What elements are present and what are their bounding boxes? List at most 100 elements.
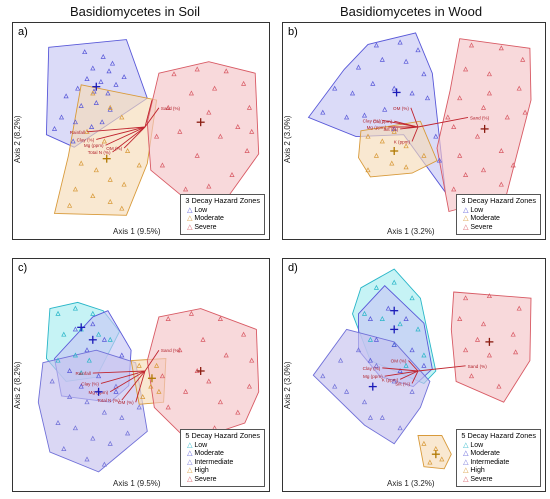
legend-marker-icon: △ <box>187 450 193 457</box>
centroid-intermediate <box>94 387 103 396</box>
legend-marker-icon: △ <box>187 215 193 222</box>
legend-items: △ Low △ Moderate △ Severe <box>461 207 536 233</box>
point-low-1 <box>72 305 78 311</box>
point-severe-9 <box>165 404 171 410</box>
vector-label-total-n: Total N (%) <box>97 398 120 403</box>
point-severe-10 <box>451 124 457 129</box>
point-moderate-3 <box>373 336 379 342</box>
x-axis-label: Axis 1 (9.5%) <box>113 227 161 236</box>
legend-item-low: △ Low <box>461 442 536 451</box>
point-low-13 <box>93 100 99 105</box>
point-severe-8 <box>513 349 519 355</box>
legend-item-label: Low <box>194 206 208 214</box>
vector-rainfall <box>92 370 146 374</box>
point-low-8 <box>72 352 78 358</box>
vector-label-clay: Clay (%) <box>81 381 99 386</box>
point-moderate-7 <box>397 368 403 373</box>
legend-item-label: Moderate <box>470 450 500 457</box>
legend-item-intermediate: △ Intermediate <box>185 459 260 468</box>
point-severe-0 <box>468 42 475 48</box>
point-severe-4 <box>480 321 487 327</box>
point-moderate-5 <box>125 148 131 153</box>
x-axis-label: Axis 1 (3.2%) <box>387 479 435 488</box>
point-intermediate-2 <box>355 347 362 353</box>
legend-marker-icon: △ <box>463 458 469 466</box>
point-high-4 <box>156 388 162 394</box>
point-low-5 <box>96 331 102 337</box>
legend: 3 Decay Hazard Zones △ Low △ Moderate △ Sever… <box>180 194 265 235</box>
point-low-7 <box>55 357 61 363</box>
legend-marker-icon: △ <box>463 215 469 222</box>
vector-sand <box>144 107 160 128</box>
point-low-11 <box>63 93 69 99</box>
centroid-severe <box>196 367 205 375</box>
point-low-19 <box>391 125 397 131</box>
vector-silt <box>411 370 419 384</box>
point-severe-17 <box>177 128 183 134</box>
point-severe-15 <box>498 181 504 187</box>
chart-panel-a: Rainfall Clay (%) Mg (ppm) Total N (%) OM (%… <box>12 22 270 240</box>
point-low-15 <box>58 114 65 120</box>
legend-item-severe: △ Severe <box>461 224 536 233</box>
centroid-moderate <box>390 325 399 334</box>
point-low-6 <box>107 336 113 342</box>
vector-om <box>408 360 419 372</box>
point-moderate-2 <box>391 128 397 134</box>
legend-marker-icon: △ <box>463 441 469 449</box>
legend-item-label: Severe <box>194 475 217 483</box>
legend-title: 3 Decay Hazard Zones <box>461 196 536 205</box>
point-severe-4 <box>249 357 255 363</box>
centroid-severe <box>485 337 494 346</box>
vector-label-om: OM (%) <box>391 359 407 364</box>
point-low-4 <box>379 56 385 62</box>
point-low-5 <box>403 58 409 64</box>
point-low-2 <box>415 47 421 53</box>
point-intermediate-2 <box>84 399 90 405</box>
chart-svg-a: Rainfall Clay (%)Mg (ppm) Total N (%)OM (%… <box>45 39 260 216</box>
y-axis-label: Axis 2 (3.0%) <box>283 115 292 163</box>
point-severe-2 <box>520 56 526 62</box>
point-low-3 <box>61 331 67 337</box>
legend-item-low: △ Low <box>185 442 260 451</box>
legend-item-label: Severe <box>470 475 493 483</box>
panel-label: a) <box>18 26 28 38</box>
wood-column-title: Basidiomycetes in Wood <box>340 4 483 19</box>
legend-item-high: △ High <box>461 467 536 476</box>
point-severe-3 <box>463 66 469 72</box>
vector-k-ppm <box>399 370 419 380</box>
legend-item-label: Severe <box>470 223 493 231</box>
vector-label-sand: Sand (%) <box>470 115 490 120</box>
point-severe-5 <box>249 128 255 134</box>
point-severe-2 <box>516 305 522 311</box>
point-severe-16 <box>217 399 223 405</box>
point-low-4 <box>106 68 112 74</box>
vector-mg-ppm <box>109 370 146 393</box>
point-low-14 <box>344 114 350 120</box>
point-severe-16 <box>451 186 457 192</box>
point-intermediate-9 <box>397 425 403 431</box>
legend: 5 Decay Hazard Zones △ Low △ Moderate △ Inter… <box>456 429 541 487</box>
point-intermediate-3 <box>101 409 107 415</box>
point-moderate-7 <box>113 388 119 394</box>
vector-label-mg-ppm: Mg (ppm) <box>363 374 383 379</box>
vector-sand <box>417 116 469 128</box>
point-low-18 <box>436 157 442 163</box>
centroid-severe <box>196 118 205 127</box>
point-low-21 <box>99 119 105 125</box>
legend-item-moderate: △ Moderate <box>461 215 536 224</box>
point-moderate-13 <box>119 205 125 211</box>
point-severe-3 <box>457 316 463 321</box>
legend: 3 Decay Hazard Zones △ Low △ Moderate △ Sever… <box>456 194 541 235</box>
legend-items: △ Low △ Moderate △ Intermediate △ High △ Severe <box>185 442 260 485</box>
point-moderate-1 <box>379 138 385 144</box>
point-intermediate-6 <box>55 420 61 425</box>
point-low-6 <box>98 78 104 84</box>
vector-label-om: OM (%) <box>106 146 122 151</box>
legend-marker-icon: △ <box>187 206 193 214</box>
point-severe-18 <box>212 85 218 91</box>
point-severe-1 <box>194 66 200 72</box>
vector-label-silt: Silt (%) <box>383 127 398 132</box>
point-moderate-6 <box>96 373 102 379</box>
point-low-1 <box>100 53 106 59</box>
